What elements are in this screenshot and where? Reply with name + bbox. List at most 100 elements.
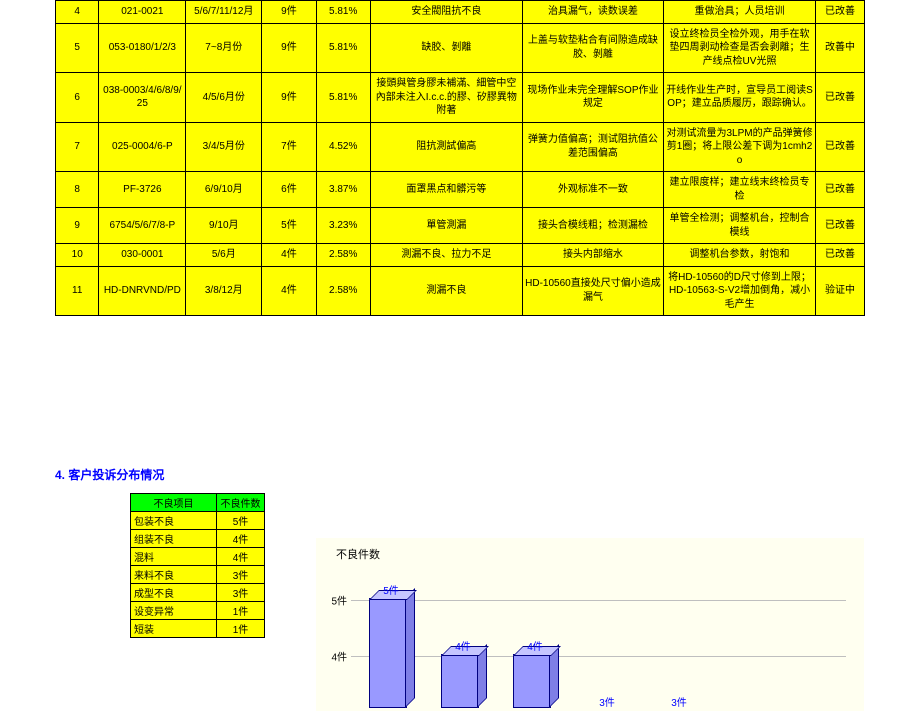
cell-code: 6754/5/6/7/8-P: [99, 208, 186, 244]
complaint-table: 不良项目 不良件数 包装不良5件组装不良4件混料4件来料不良3件成型不良3件设变…: [130, 493, 265, 638]
cell-cause: 接头内部缩水: [522, 244, 663, 267]
cell-code: 053-0180/1/2/3: [99, 23, 186, 73]
table-row: 96754/5/6/7/8-P9/10月5件3.23%單管測漏接头合模线粗；检测…: [56, 208, 865, 244]
bar-value-label: 3件: [649, 694, 709, 709]
cell-cause: 接头合模线粗；检测漏检: [522, 208, 663, 244]
cell-period: 5/6/7/11/12月: [186, 1, 262, 24]
cell-no: 11: [56, 266, 99, 316]
cell-action: 重做治具；人员培训: [664, 1, 816, 24]
cell-action: 开线作业生产时，宣导员工阅读SOP；建立品质履历，跟踪确认。: [664, 73, 816, 123]
cell-defect: 測漏不良、拉力不足: [370, 244, 522, 267]
complaint-count: 4件: [217, 530, 265, 548]
complaint-row: 混料4件: [131, 548, 265, 566]
cell-action: 设立终检员全检外观，用手在软垫四周剥动检查是否会剥離；生产线点检UV光照: [664, 23, 816, 73]
cell-no: 10: [56, 244, 99, 267]
cell-qty: 7件: [262, 122, 316, 172]
cell-qty: 4件: [262, 266, 316, 316]
complaint-name: 混料: [131, 548, 217, 566]
cell-period: 9/10月: [186, 208, 262, 244]
bar-value-label: 4件: [433, 638, 493, 653]
bar-value-label: 4件: [505, 638, 565, 653]
cell-period: 3/4/5月份: [186, 122, 262, 172]
cell-cause: 治具漏气，读数误差: [522, 1, 663, 24]
defect-main-table: 4021-00215/6/7/11/12月9件5.81%安全閥阻抗不良治具漏气，…: [55, 0, 865, 316]
cell-action: 调整机台参数，射饱和: [664, 244, 816, 267]
chart-title: 不良件数: [336, 546, 380, 562]
cell-no: 4: [56, 1, 99, 24]
cell-defect: 測漏不良: [370, 266, 522, 316]
cell-status: 已改善: [816, 208, 865, 244]
cell-defect: 面罩黑点和髒污等: [370, 172, 522, 208]
complaint-count: 1件: [217, 620, 265, 638]
table-row: 7025-0004/6-P3/4/5月份7件4.52%阻抗測試偏高弹簧力值偏高；…: [56, 122, 865, 172]
cell-status: 改善中: [816, 23, 865, 73]
section-title: 4. 客户投诉分布情况: [55, 466, 920, 483]
cell-code: 021-0021: [99, 1, 186, 24]
cell-cause: HD-10560直接处尺寸偏小造成漏气: [522, 266, 663, 316]
table-row: 11HD-DNRVND/PD3/8/12月4件2.58%測漏不良HD-10560…: [56, 266, 865, 316]
bar-value-label: 5件: [361, 582, 421, 597]
cell-period: 5/6月: [186, 244, 262, 267]
cell-action: 对测试流量为3LPM的产品弹簧修剪1圈；将上限公差下调为1cmh2o: [664, 122, 816, 172]
chart-y-label: 4件: [321, 649, 347, 664]
cell-defect: 安全閥阻抗不良: [370, 1, 522, 24]
cell-cause: 外观标准不一致: [522, 172, 663, 208]
cell-period: 3/8/12月: [186, 266, 262, 316]
bar-value-label: 3件: [577, 694, 637, 709]
table-row: 10030-00015/6月4件2.58%測漏不良、拉力不足接头内部缩水调整机台…: [56, 244, 865, 267]
cell-qty: 9件: [262, 73, 316, 123]
cell-status: 已改善: [816, 73, 865, 123]
cell-pct: 3.23%: [316, 208, 370, 244]
complaint-row: 成型不良3件: [131, 584, 265, 602]
cell-action: 建立限度样；建立线末终检员专检: [664, 172, 816, 208]
cell-status: 已改善: [816, 122, 865, 172]
cell-pct: 5.81%: [316, 23, 370, 73]
cell-pct: 2.58%: [316, 244, 370, 267]
cell-no: 5: [56, 23, 99, 73]
complaint-name: 组装不良: [131, 530, 217, 548]
cell-period: 6/9/10月: [186, 172, 262, 208]
complaint-name: 成型不良: [131, 584, 217, 602]
chart-y-label: 5件: [321, 593, 347, 608]
cell-defect: 缺胶、剝離: [370, 23, 522, 73]
cell-period: 7~8月份: [186, 23, 262, 73]
complaint-count: 3件: [217, 566, 265, 584]
cell-action: 将HD-10560的D尺寸修到上限；HD-10563-S-V2增加倒角，减小毛产…: [664, 266, 816, 316]
cell-cause: 弹簧力值偏高；测试阻抗值公差范围偏高: [522, 122, 663, 172]
cell-pct: 2.58%: [316, 266, 370, 316]
complaint-row: 设变异常1件: [131, 602, 265, 620]
complaint-row: 包装不良5件: [131, 512, 265, 530]
cell-status: 已改善: [816, 1, 865, 24]
cell-action: 单管全检测；调整机台，控制合模线: [664, 208, 816, 244]
cell-code: 038-0003/4/6/8/9/25: [99, 73, 186, 123]
cell-code: PF-3726: [99, 172, 186, 208]
cell-defect: 接頭與管身膠未補滿、細管中空內部未注入I.c.c.的膠、矽膠異物附著: [370, 73, 522, 123]
cell-code: HD-DNRVND/PD: [99, 266, 186, 316]
cell-period: 4/5/6月份: [186, 73, 262, 123]
cell-cause: 上盖与软垫粘合有间隙造成缺胶、剝離: [522, 23, 663, 73]
complaint-header-count: 不良件数: [217, 494, 265, 512]
cell-no: 9: [56, 208, 99, 244]
cell-qty: 9件: [262, 23, 316, 73]
cell-status: 已改善: [816, 244, 865, 267]
complaint-name: 短装: [131, 620, 217, 638]
cell-cause: 现场作业未完全理解SOP作业规定: [522, 73, 663, 123]
cell-defect: 阻抗測試偏高: [370, 122, 522, 172]
cell-code: 025-0004/6-P: [99, 122, 186, 172]
complaint-count: 1件: [217, 602, 265, 620]
cell-pct: 5.81%: [316, 1, 370, 24]
complaint-row: 来料不良3件: [131, 566, 265, 584]
complaint-count: 5件: [217, 512, 265, 530]
table-row: 6038-0003/4/6/8/9/254/5/6月份9件5.81%接頭與管身膠…: [56, 73, 865, 123]
complaint-count: 4件: [217, 548, 265, 566]
cell-qty: 9件: [262, 1, 316, 24]
cell-qty: 6件: [262, 172, 316, 208]
cell-code: 030-0001: [99, 244, 186, 267]
cell-pct: 3.87%: [316, 172, 370, 208]
complaint-count: 3件: [217, 584, 265, 602]
bar-front: [513, 654, 551, 708]
table-row: 5053-0180/1/2/37~8月份9件5.81%缺胶、剝離上盖与软垫粘合有…: [56, 23, 865, 73]
complaint-row: 短装1件: [131, 620, 265, 638]
table-row: 4021-00215/6/7/11/12月9件5.81%安全閥阻抗不良治具漏气，…: [56, 1, 865, 24]
bar-front: [369, 598, 407, 708]
